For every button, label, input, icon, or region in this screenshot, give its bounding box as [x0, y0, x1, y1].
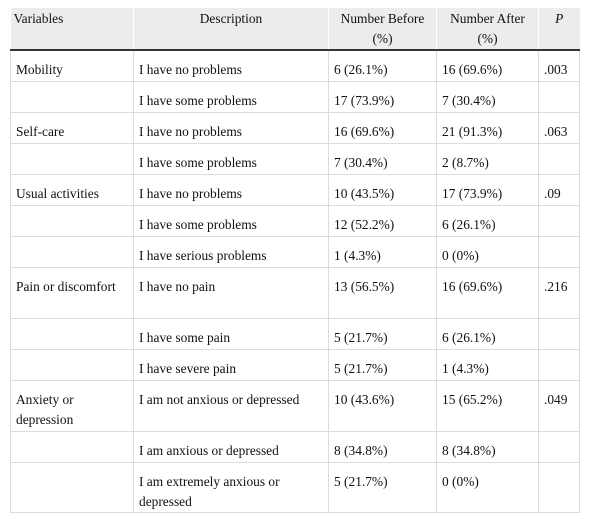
results-table: Variables Description Number Before (%) …: [10, 8, 580, 513]
description-cell: I am extremely anxious or depressed: [133, 462, 329, 513]
variable-cell-empty: [10, 205, 134, 237]
description-cell: I have some problems: [133, 143, 329, 175]
results-table-container: Variables Description Number Before (%) …: [10, 8, 580, 513]
after-cell: 0 (0%): [436, 462, 539, 513]
header-description: Description: [133, 8, 329, 51]
before-cell: 17 (73.9%): [328, 81, 437, 113]
p-value-cell-empty: [538, 205, 580, 237]
header-number-before: Number Before (%): [328, 8, 437, 51]
before-cell: 16 (69.6%): [328, 112, 437, 144]
after-cell: 16 (69.6%): [436, 50, 539, 82]
table-row: I have serious problems 1 (4.3%) 0 (0%): [10, 236, 580, 268]
description-cell: I have no problems: [133, 112, 329, 144]
p-value-cell: .003: [538, 50, 580, 82]
variable-cell: Usual activities: [10, 174, 134, 206]
p-value-cell: .049: [538, 380, 580, 432]
variable-cell-empty: [10, 236, 134, 268]
table-row: Pain or discomfort I have no pain 13 (56…: [10, 267, 580, 319]
description-cell: I have some problems: [133, 81, 329, 113]
variable-cell: Self-care: [10, 112, 134, 144]
header-number-after: Number After (%): [436, 8, 539, 51]
description-cell: I am not anxious or depressed: [133, 380, 329, 432]
variable-cell: Anxiety or depression: [10, 380, 134, 432]
table-row: Self-care I have no problems 16 (69.6%) …: [10, 112, 580, 144]
table-row: I have some pain 5 (21.7%) 6 (26.1%): [10, 318, 580, 350]
before-cell: 13 (56.5%): [328, 267, 437, 319]
variable-cell-empty: [10, 431, 134, 463]
before-cell: 10 (43.6%): [328, 380, 437, 432]
after-cell: 8 (34.8%): [436, 431, 539, 463]
table-row: I have severe pain 5 (21.7%) 1 (4.3%): [10, 349, 580, 381]
table-row: I am anxious or depressed 8 (34.8%) 8 (3…: [10, 431, 580, 463]
after-cell: 1 (4.3%): [436, 349, 539, 381]
p-value-cell-empty: [538, 462, 580, 513]
description-cell: I have serious problems: [133, 236, 329, 268]
before-cell: 5 (21.7%): [328, 318, 437, 350]
header-p-value: P: [538, 8, 580, 51]
variable-cell: Pain or discomfort: [10, 267, 134, 319]
p-value-cell-empty: [538, 431, 580, 463]
p-value-cell: .216: [538, 267, 580, 319]
description-cell: I am anxious or depressed: [133, 431, 329, 463]
table-row: Mobility I have no problems 6 (26.1%) 16…: [10, 50, 580, 82]
after-cell: 16 (69.6%): [436, 267, 539, 319]
before-cell: 5 (21.7%): [328, 462, 437, 513]
after-cell: 0 (0%): [436, 236, 539, 268]
table-row: Anxiety or depression I am not anxious o…: [10, 380, 580, 432]
table-row: I have some problems 12 (52.2%) 6 (26.1%…: [10, 205, 580, 237]
description-cell: I have no pain: [133, 267, 329, 319]
table-row: Usual activities I have no problems 10 (…: [10, 174, 580, 206]
before-cell: 8 (34.8%): [328, 431, 437, 463]
description-cell: I have no problems: [133, 50, 329, 82]
header-row: Variables Description Number Before (%) …: [10, 8, 580, 51]
variable-cell: Mobility: [10, 50, 134, 82]
description-cell: I have severe pain: [133, 349, 329, 381]
before-cell: 6 (26.1%): [328, 50, 437, 82]
p-value-cell-empty: [538, 143, 580, 175]
p-value-cell-empty: [538, 349, 580, 381]
table-row: I have some problems 17 (73.9%) 7 (30.4%…: [10, 81, 580, 113]
variable-cell-empty: [10, 318, 134, 350]
after-cell: 7 (30.4%): [436, 81, 539, 113]
description-cell: I have some pain: [133, 318, 329, 350]
after-cell: 21 (91.3%): [436, 112, 539, 144]
p-value-cell-empty: [538, 81, 580, 113]
variable-cell-empty: [10, 349, 134, 381]
table-row: I have some problems 7 (30.4%) 2 (8.7%): [10, 143, 580, 175]
after-cell: 17 (73.9%): [436, 174, 539, 206]
before-cell: 7 (30.4%): [328, 143, 437, 175]
variable-cell-empty: [10, 81, 134, 113]
table-row: I am extremely anxious or depressed 5 (2…: [10, 462, 580, 513]
description-cell: I have no problems: [133, 174, 329, 206]
after-cell: 15 (65.2%): [436, 380, 539, 432]
after-cell: 2 (8.7%): [436, 143, 539, 175]
after-cell: 6 (26.1%): [436, 205, 539, 237]
variable-cell-empty: [10, 143, 134, 175]
before-cell: 12 (52.2%): [328, 205, 437, 237]
variable-cell-empty: [10, 462, 134, 513]
p-value-cell: .063: [538, 112, 580, 144]
p-value-cell-empty: [538, 318, 580, 350]
before-cell: 10 (43.5%): [328, 174, 437, 206]
before-cell: 5 (21.7%): [328, 349, 437, 381]
p-value-cell-empty: [538, 236, 580, 268]
before-cell: 1 (4.3%): [328, 236, 437, 268]
p-value-cell: .09: [538, 174, 580, 206]
header-variables: Variables: [10, 8, 134, 51]
description-cell: I have some problems: [133, 205, 329, 237]
after-cell: 6 (26.1%): [436, 318, 539, 350]
